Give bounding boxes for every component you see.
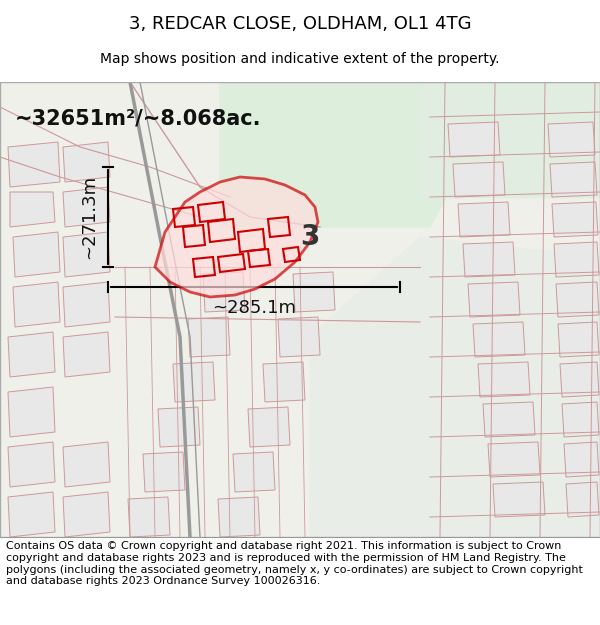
Polygon shape	[233, 452, 275, 492]
Polygon shape	[143, 452, 185, 492]
Polygon shape	[483, 402, 535, 437]
Polygon shape	[155, 177, 318, 297]
Polygon shape	[463, 242, 515, 277]
Polygon shape	[566, 482, 599, 517]
Polygon shape	[63, 142, 110, 182]
Polygon shape	[13, 282, 60, 327]
Polygon shape	[556, 282, 599, 317]
Polygon shape	[63, 282, 110, 327]
Polygon shape	[488, 442, 540, 477]
Polygon shape	[564, 442, 599, 477]
Polygon shape	[468, 282, 520, 317]
Polygon shape	[63, 232, 110, 277]
Polygon shape	[478, 362, 530, 397]
Polygon shape	[63, 187, 110, 227]
Polygon shape	[8, 142, 60, 187]
Polygon shape	[203, 272, 245, 312]
Text: ~285.1m: ~285.1m	[212, 299, 296, 317]
Polygon shape	[188, 317, 230, 357]
Polygon shape	[63, 442, 110, 487]
Text: Contains OS data © Crown copyright and database right 2021. This information is : Contains OS data © Crown copyright and d…	[6, 541, 583, 586]
Polygon shape	[8, 332, 55, 377]
Polygon shape	[8, 387, 55, 437]
Polygon shape	[173, 362, 215, 402]
Polygon shape	[552, 202, 598, 237]
Polygon shape	[548, 122, 595, 157]
Polygon shape	[453, 162, 505, 197]
Polygon shape	[220, 82, 510, 227]
Text: 3: 3	[301, 223, 320, 251]
Polygon shape	[420, 82, 600, 197]
Text: 3, REDCAR CLOSE, OLDHAM, OL1 4TG: 3, REDCAR CLOSE, OLDHAM, OL1 4TG	[129, 15, 471, 32]
Polygon shape	[158, 407, 200, 447]
Polygon shape	[278, 317, 320, 357]
Polygon shape	[448, 122, 500, 157]
Polygon shape	[248, 407, 290, 447]
Polygon shape	[10, 192, 55, 227]
Polygon shape	[218, 497, 260, 537]
Polygon shape	[550, 162, 597, 197]
Polygon shape	[560, 362, 599, 397]
Polygon shape	[128, 497, 170, 537]
Polygon shape	[263, 362, 305, 402]
Polygon shape	[473, 322, 525, 357]
Polygon shape	[310, 237, 600, 537]
Polygon shape	[458, 202, 510, 237]
Polygon shape	[493, 482, 545, 517]
Polygon shape	[63, 332, 110, 377]
Text: ~32651m²/~8.068ac.: ~32651m²/~8.068ac.	[15, 109, 262, 129]
Polygon shape	[554, 242, 599, 277]
Polygon shape	[13, 232, 60, 277]
Text: ~271.3m: ~271.3m	[80, 175, 98, 259]
Text: Map shows position and indicative extent of the property.: Map shows position and indicative extent…	[100, 52, 500, 66]
Polygon shape	[293, 272, 335, 312]
Polygon shape	[8, 492, 55, 537]
Polygon shape	[562, 402, 599, 437]
Polygon shape	[558, 322, 599, 357]
Polygon shape	[8, 442, 55, 487]
Polygon shape	[63, 492, 110, 537]
